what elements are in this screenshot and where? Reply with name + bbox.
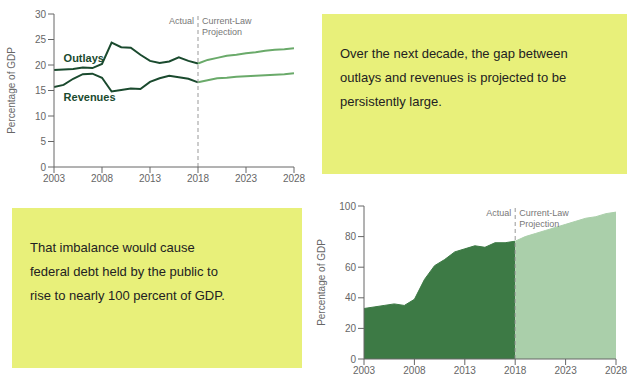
svg-text:2023: 2023 xyxy=(235,173,258,184)
svg-text:80: 80 xyxy=(345,231,357,242)
svg-text:2003: 2003 xyxy=(43,173,66,184)
svg-text:10: 10 xyxy=(35,111,47,122)
svg-text:2028: 2028 xyxy=(605,365,628,376)
svg-text:25: 25 xyxy=(35,34,47,45)
svg-text:0: 0 xyxy=(40,162,46,173)
svg-text:40: 40 xyxy=(345,292,357,303)
html-text:federal debt held by the publi: federal debt held by the public to xyxy=(30,264,218,279)
svg-text:Current-LawProjection: Current-LawProjection xyxy=(202,16,252,37)
svg-text:Percentage of GDP: Percentage of GDP xyxy=(8,47,17,134)
svg-text:Actual: Actual xyxy=(486,208,511,218)
svg-text:Actual: Actual xyxy=(169,16,194,26)
svg-text:100: 100 xyxy=(339,201,356,212)
svg-text:Revenues: Revenues xyxy=(64,91,116,103)
svg-text:2023: 2023 xyxy=(554,365,577,376)
html-text:outlays and revenues is projec: outlays and revenues is projected to be xyxy=(340,70,567,85)
svg-text:2008: 2008 xyxy=(91,173,114,184)
html-text:persistently large.: persistently large. xyxy=(340,94,442,109)
svg-text:2018: 2018 xyxy=(504,365,527,376)
svg-text:2003: 2003 xyxy=(353,365,376,376)
svg-text:2018: 2018 xyxy=(187,173,210,184)
svg-text:60: 60 xyxy=(345,262,357,273)
svg-text:2028: 2028 xyxy=(283,173,306,184)
html-text:Over the next decade, the gap: Over the next decade, the gap between xyxy=(340,46,568,61)
svg-text:2013: 2013 xyxy=(139,173,162,184)
svg-text:Outlays: Outlays xyxy=(64,52,104,64)
svg-text:Current-LawProjection: Current-LawProjection xyxy=(519,208,569,229)
html-text:rise to nearly 100 percent of: rise to nearly 100 percent of GDP. xyxy=(30,288,225,303)
svg-text:20: 20 xyxy=(35,60,47,71)
svg-text:2013: 2013 xyxy=(454,365,477,376)
svg-text:5: 5 xyxy=(40,136,46,147)
svg-text:20: 20 xyxy=(345,323,357,334)
svg-text:Percentage of GDP: Percentage of GDP xyxy=(316,239,327,326)
svg-text:0: 0 xyxy=(350,354,356,365)
html-text:That imbalance would cause: That imbalance would cause xyxy=(30,240,195,255)
svg-text:30: 30 xyxy=(35,9,47,20)
svg-text:2008: 2008 xyxy=(403,365,426,376)
svg-text:15: 15 xyxy=(35,85,47,96)
